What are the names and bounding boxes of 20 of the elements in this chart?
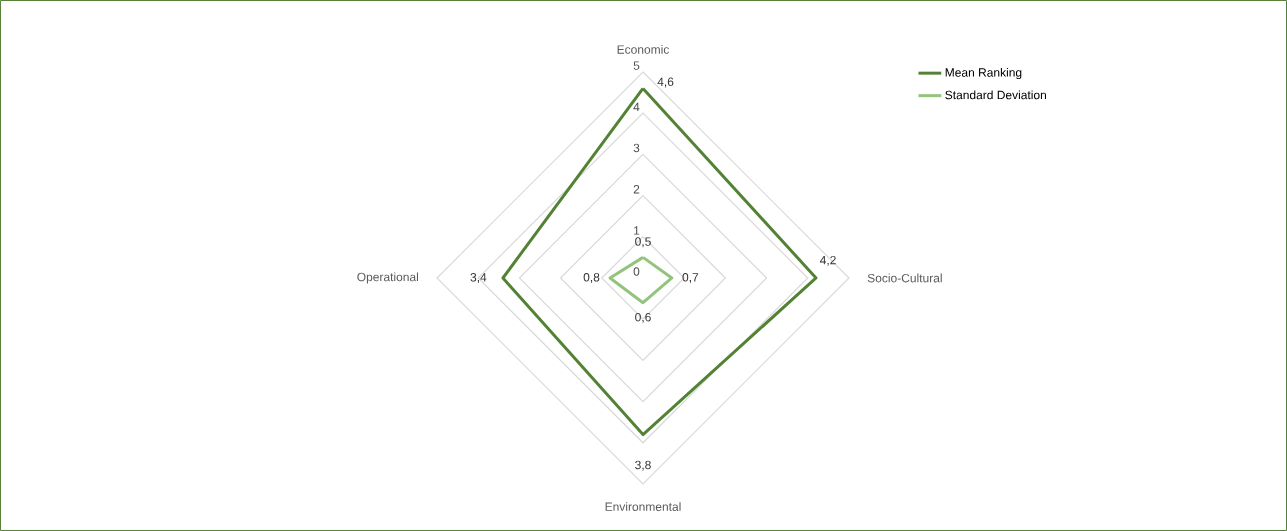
data-label: 0,8 <box>583 273 600 283</box>
data-label: 3,8 <box>635 460 651 471</box>
y-tick-label: 2 <box>633 185 640 194</box>
spoke-label: Operational <box>357 272 418 284</box>
data-label: 3,4 <box>470 273 487 283</box>
y-tick-label: 5 <box>633 61 640 70</box>
data-label: 4,2 <box>819 255 836 266</box>
y-tick-label: 0 <box>633 267 640 276</box>
spoke-label: Environmental <box>605 502 681 511</box>
legend-label: Mean Ranking <box>945 67 1022 80</box>
y-tick-label: 4 <box>633 102 640 112</box>
spoke-label: Economic <box>617 45 670 54</box>
data-label: 4,6 <box>657 77 674 88</box>
y-tick-label: 3 <box>633 143 640 153</box>
spoke-label: Socio-Cultural <box>867 273 942 283</box>
legend-label: Standard Deviation <box>945 90 1046 100</box>
data-label: 0,6 <box>635 312 651 323</box>
data-label: 0,7 <box>682 273 699 283</box>
data-label: 0,5 <box>635 237 651 248</box>
y-tick-label: 1 <box>634 226 640 235</box>
